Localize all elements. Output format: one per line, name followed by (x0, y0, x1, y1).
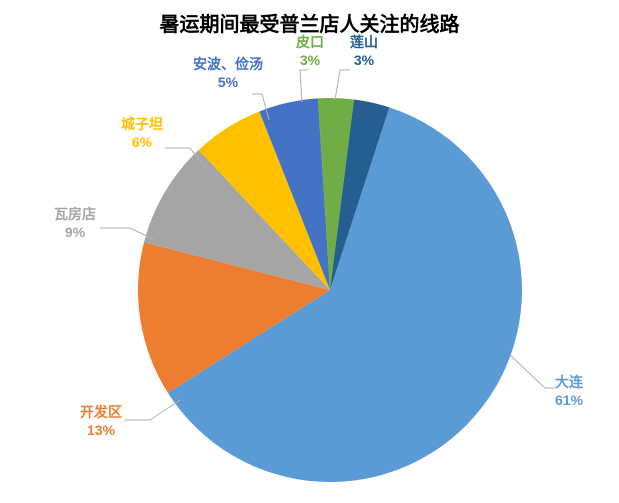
slice-label: 城子坦6% (121, 116, 163, 151)
slice-percent: 3% (296, 52, 324, 70)
slice-percent: 9% (54, 224, 96, 242)
slice-name: 瓦房店 (54, 206, 96, 224)
pie-chart: 暑运期间最受普兰店人关注的线路 大连61%开发区13%瓦房店9%城子坦6%安波、… (0, 0, 619, 503)
slice-label: 安波、俭汤5% (193, 56, 263, 91)
slice-name: 城子坦 (121, 116, 163, 134)
leader-line (125, 400, 180, 420)
slice-percent: 13% (80, 422, 122, 440)
slice-label: 大连61% (555, 374, 583, 409)
leader-line (300, 70, 308, 102)
slice-name: 莲山 (350, 34, 378, 52)
leader-line (335, 70, 350, 100)
slice-label: 开发区13% (80, 404, 122, 439)
slice-percent: 3% (350, 52, 378, 70)
leader-line (510, 355, 555, 388)
slice-percent: 61% (555, 392, 583, 410)
slice-label: 莲山3% (350, 34, 378, 69)
slice-name: 开发区 (80, 404, 122, 422)
slice-name: 大连 (555, 374, 583, 392)
slice-name: 皮口 (296, 34, 324, 52)
slice-percent: 6% (121, 134, 163, 152)
slice-percent: 5% (193, 74, 263, 92)
slice-label: 瓦房店9% (54, 206, 96, 241)
slice-name: 安波、俭汤 (193, 56, 263, 74)
slice-label: 皮口3% (296, 34, 324, 69)
